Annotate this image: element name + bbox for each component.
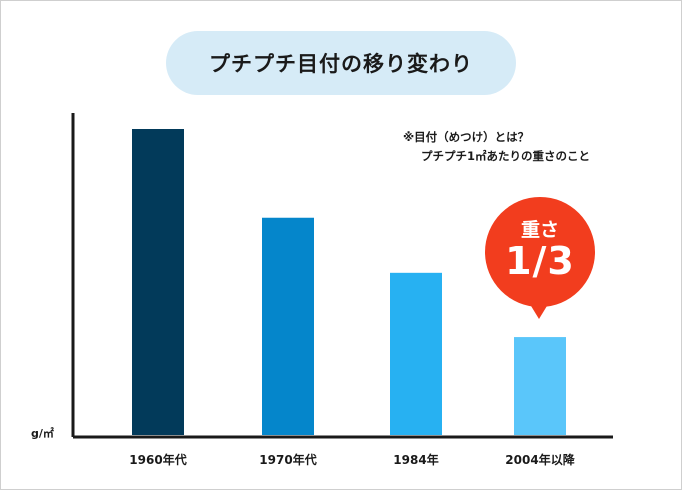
bar-4 bbox=[514, 337, 566, 435]
x-tick-label-4: 2004年以降 bbox=[505, 452, 575, 467]
note-line-1: ※目付（めつけ）とは？ bbox=[403, 130, 530, 144]
bars-group bbox=[132, 129, 566, 435]
x-tick-labels: 1960年代 1970年代 1984年 2004年以降 bbox=[129, 452, 575, 467]
x-tick-label-1: 1960年代 bbox=[129, 452, 186, 467]
definition-note: ※目付（めつけ）とは？ プチプチ1㎡あたりの重さのこと bbox=[403, 128, 590, 166]
bar-3 bbox=[390, 272, 442, 435]
chart-title: プチプチ目付の移り変わり bbox=[166, 31, 516, 95]
weight-callout-bubble: 重さ 1/3 bbox=[485, 197, 595, 307]
note-line-2: プチプチ1㎡あたりの重さのこと bbox=[421, 149, 590, 163]
y-axis-unit-label: g/㎡ bbox=[31, 426, 54, 440]
callout-value: 1/3 bbox=[505, 239, 575, 283]
bar-2 bbox=[262, 217, 314, 435]
callout-label: 重さ bbox=[520, 219, 559, 241]
x-tick-label-3: 1984年 bbox=[393, 452, 438, 467]
bar-1 bbox=[132, 129, 184, 435]
x-tick-label-2: 1970年代 bbox=[259, 452, 316, 467]
